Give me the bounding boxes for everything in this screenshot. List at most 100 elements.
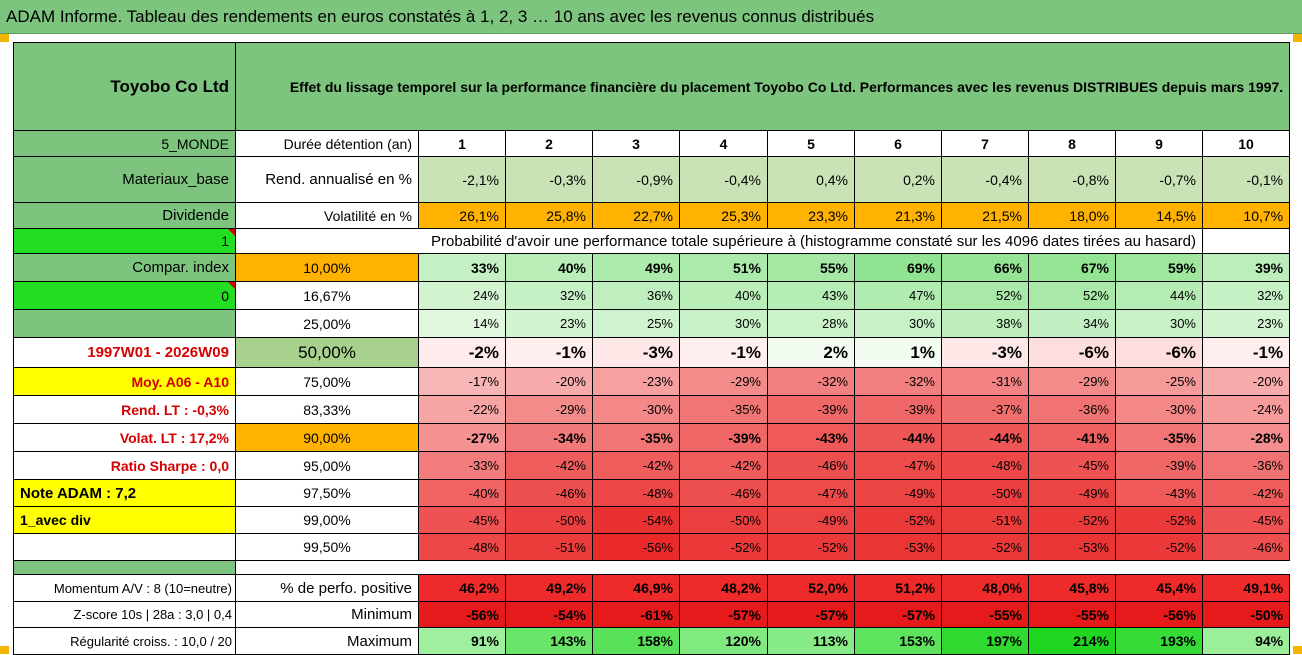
header-description: Effet du lissage temporel sur la perform… [234, 42, 1291, 131]
value-cell: -57% [679, 601, 768, 628]
value-cell: -42% [679, 451, 768, 480]
value-cell: -3% [941, 337, 1029, 368]
value-cell: 39% [1201, 253, 1291, 282]
value-cell: 59% [1115, 253, 1203, 282]
value-cell: -52% [1115, 506, 1203, 534]
value-cell: 158% [592, 627, 680, 655]
value-cell: 23% [505, 309, 593, 338]
value-cell: -0,9% [592, 156, 680, 203]
value-cell: 40% [679, 281, 768, 310]
momentum-label: Momentum A/V : 8 (10=neutre) [13, 574, 236, 602]
value-cell: 14% [418, 309, 506, 338]
value-cell: 30% [1115, 309, 1203, 338]
value-cell: -35% [1115, 423, 1203, 452]
value-cell: 120% [679, 627, 768, 655]
value-cell: -48% [592, 479, 680, 507]
rend-label: Rend. annualisé en % [235, 156, 419, 203]
table-row: Rend. LT : -0,3% 83,33% -22% -29% -30% -35% -3… [13, 395, 1291, 424]
value-cell: -35% [679, 395, 768, 424]
value-cell: -32% [767, 367, 855, 396]
moy-label: Moy. A06 - A10 [13, 367, 236, 396]
value-cell: -23% [592, 367, 680, 396]
empty-cell [13, 533, 236, 561]
value-cell: -51% [941, 506, 1029, 534]
table-row: 1_avec div 99,00% -45% -50% -54% -50% -49% -52%… [13, 506, 1291, 534]
value-cell: 32% [505, 281, 593, 310]
value-cell: -1% [1201, 337, 1291, 368]
zone-label: 5_MONDE [13, 130, 236, 157]
value-cell: -44% [854, 423, 942, 452]
value-cell: -20% [1201, 367, 1291, 396]
value-cell: 25,8% [505, 202, 593, 229]
performance-table: Toyobo Co Ltd Effet du lissage temporel s… [13, 42, 1291, 655]
dividend-label: Dividende [13, 202, 236, 229]
value-cell: 25% [592, 309, 680, 338]
table-row: Momentum A/V : 8 (10=neutre)% de perfo. … [13, 574, 1291, 602]
value-cell: -0,8% [1028, 156, 1116, 203]
value-cell: -50% [505, 506, 593, 534]
value-cell: 193% [1115, 627, 1203, 655]
value-cell: -0,4% [941, 156, 1029, 203]
value-cell: -6% [1028, 337, 1116, 368]
value-cell: 197% [941, 627, 1029, 655]
value-cell: 143% [505, 627, 593, 655]
value-cell: 23,3% [767, 202, 855, 229]
value-cell: -27% [418, 423, 506, 452]
value-cell: -51% [505, 533, 593, 561]
value-cell: -2% [418, 337, 506, 368]
threshold-label: 25,00% [235, 309, 419, 338]
value-cell: -29% [679, 367, 768, 396]
threshold-label: 99,50% [235, 533, 419, 561]
value-cell: -22% [418, 395, 506, 424]
min-label: Minimum [235, 601, 419, 628]
value-cell: -52% [679, 533, 768, 561]
period-label: 1997W01 - 2026W09 [13, 337, 236, 368]
value-cell: -44% [941, 423, 1029, 452]
value-cell: -1% [505, 337, 593, 368]
pos-label: % de perfo. positive [235, 574, 419, 602]
value-cell: -49% [854, 479, 942, 507]
empty-cell [1201, 228, 1291, 254]
threshold-label: 50,00% [235, 337, 419, 368]
vol-label: Volatilité en % [235, 202, 419, 229]
compar-value: 0 [13, 281, 236, 310]
value-cell: 18,0% [1028, 202, 1116, 229]
value-cell: 91% [418, 627, 506, 655]
year-header: 3 [592, 130, 680, 157]
value-cell: -29% [1028, 367, 1116, 396]
value-cell: 49,1% [1201, 574, 1291, 602]
value-cell: -43% [1115, 479, 1203, 507]
value-cell: -2,1% [418, 156, 506, 203]
table-row: 25,00% 14% 23% 25% 30% 28% 30% 38% 34% 30% 23% [13, 309, 1291, 338]
value-cell: 30% [679, 309, 768, 338]
year-header: 6 [854, 130, 942, 157]
value-cell: 32% [1201, 281, 1291, 310]
table-row: 99,50% -48% -51% -56% -52% -52% -53% -52% -53% -5… [13, 533, 1291, 561]
threshold-label: 90,00% [235, 423, 419, 452]
value-cell: -37% [941, 395, 1029, 424]
value-cell: 38% [941, 309, 1029, 338]
corner-marker [0, 646, 9, 654]
report-frame: Toyobo Co Ltd Effet du lissage temporel s… [13, 42, 1291, 655]
value-cell: -0,4% [679, 156, 768, 203]
value-cell: -47% [854, 451, 942, 480]
value-cell: -53% [854, 533, 942, 561]
value-cell: 2% [767, 337, 855, 368]
dividend-value: 1 [13, 228, 236, 254]
sharpe-label: Ratio Sharpe : 0,0 [13, 451, 236, 480]
company-name: Toyobo Co Ltd [13, 42, 236, 131]
value-cell: 0,2% [854, 156, 942, 203]
value-cell: -53% [1028, 533, 1116, 561]
threshold-label: 95,00% [235, 451, 419, 480]
value-cell: -36% [1201, 451, 1291, 480]
value-cell: 113% [767, 627, 855, 655]
table-row: Dividende Volatilité en % 26,1% 25,8% 22,7% 2… [13, 202, 1291, 229]
value-cell: 28% [767, 309, 855, 338]
table-row: Ratio Sharpe : 0,0 95,00% -33% -42% -42% -42%… [13, 451, 1291, 480]
value-cell: -42% [1201, 479, 1291, 507]
value-cell: 47% [854, 281, 942, 310]
value-cell: -0,3% [505, 156, 593, 203]
value-cell: -50% [1201, 601, 1291, 628]
value-cell: 34% [1028, 309, 1116, 338]
year-header: 1 [418, 130, 506, 157]
